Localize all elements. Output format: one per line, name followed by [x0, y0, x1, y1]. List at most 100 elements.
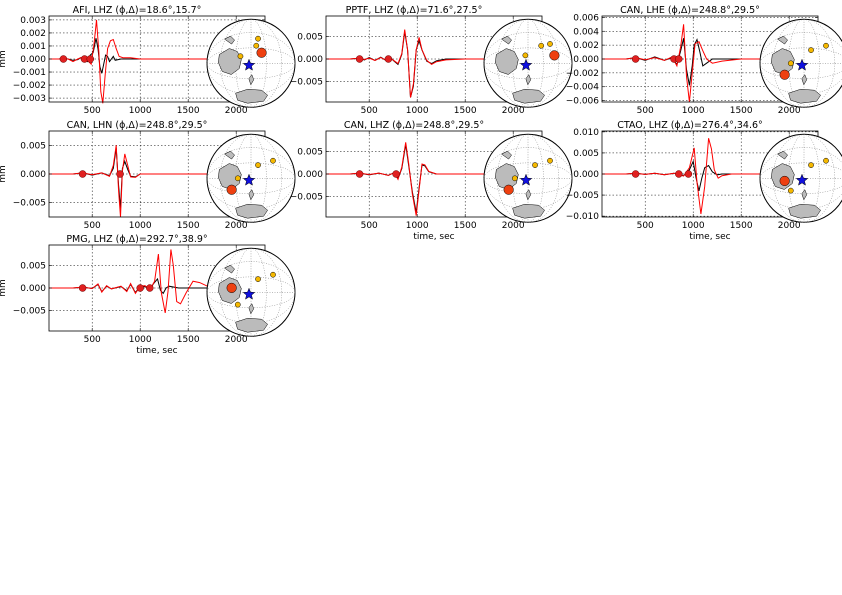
x-tick-label: 2000 — [225, 106, 248, 116]
x-tick-label: 1000 — [129, 106, 152, 116]
landmass-newzealand — [801, 189, 808, 201]
x-tick-label: 2000 — [225, 335, 248, 345]
globe-meridian — [235, 248, 267, 337]
x-tick-label: 1500 — [177, 106, 200, 116]
panel-title: CAN, LHZ (ϕ,Δ)=248.8°,29.5° — [344, 120, 484, 131]
landmass-antarctica — [512, 203, 545, 219]
phase-marker — [86, 55, 95, 63]
waveform-panel: 500 1000 1500 2000 −0.005 0.000 0.005 CAN, LHN … — [0, 120, 296, 231]
epicenter-star-icon — [519, 58, 533, 71]
x-tick-label: 1000 — [129, 221, 152, 231]
y-tick-label: 0.000 — [573, 55, 599, 65]
station-dot — [787, 187, 794, 194]
landmass-antarctica — [788, 203, 821, 219]
landmass-antarctica — [235, 203, 268, 219]
target-station — [549, 50, 560, 61]
phase-marker — [78, 284, 87, 292]
globe-inset — [759, 18, 842, 108]
y-tick-label: 0.005 — [20, 261, 46, 271]
x-tick-label: 1500 — [177, 335, 200, 345]
globe-inset — [483, 18, 573, 108]
landmass-antarctica — [235, 88, 268, 104]
y-tick-label: 0.006 — [573, 13, 599, 23]
landmass-newzealand — [801, 74, 808, 86]
globe-inset — [759, 133, 842, 223]
landmass-island — [501, 35, 512, 45]
y-tick-label: −0.005 — [13, 199, 46, 209]
y-tick-label: 0.010 — [573, 128, 599, 138]
landmass-island — [224, 264, 235, 274]
waveform-line — [326, 29, 514, 98]
x-tick-label: 2000 — [778, 221, 801, 231]
panel-title: PPTF, LHZ (ϕ,Δ)=71.6°,27.5° — [346, 5, 483, 16]
x-tick-label: 1000 — [406, 106, 429, 116]
landmass-island — [224, 150, 235, 160]
x-tick-label: 2000 — [225, 221, 248, 231]
x-tick-label: 500 — [84, 106, 101, 116]
x-axis-label: time, sec — [413, 232, 454, 242]
landmass-island — [501, 150, 512, 160]
panel-title: CTAO, LHZ (ϕ,Δ)=276.4°,34.6° — [617, 120, 763, 131]
waveform-line — [49, 19, 237, 104]
station-dot — [823, 42, 829, 49]
phase-marker — [675, 170, 683, 178]
y-tick-label: −0.005 — [290, 193, 323, 203]
globe-inset — [206, 18, 296, 108]
phase-marker — [631, 55, 640, 63]
waveform-panel: 500 1000 1500 2000 −0.010 −0.005 0.000 0.005 0.0… — [566, 120, 842, 242]
y-tick-label: −0.003 — [13, 94, 46, 104]
landmass-newzealand — [525, 74, 532, 86]
x-tick-label: 500 — [84, 221, 101, 231]
x-tick-label: 1000 — [406, 221, 429, 231]
x-tick-label: 1000 — [682, 106, 705, 116]
y-tick-label: 0.002 — [20, 29, 46, 39]
target-station — [226, 184, 237, 195]
y-tick-label: −0.002 — [13, 81, 46, 91]
y-tick-label: 0.000 — [297, 170, 323, 180]
landmass-island — [224, 35, 235, 45]
phase-marker — [675, 55, 683, 63]
phase-marker — [631, 170, 640, 178]
y-tick-label: 0.002 — [573, 41, 599, 51]
waveform-line — [602, 138, 790, 215]
waveform-panel: 500 1000 1500 2000 −0.006 −0.004 −0.002 0.000 0.… — [566, 5, 842, 116]
waveform-panel: 500 1000 1500 2000 −0.003 −0.002 −0.001 0.000 0.… — [0, 5, 296, 116]
y-tick-label: 0.005 — [20, 141, 46, 151]
station-dot — [538, 42, 545, 49]
epicenter-star-icon — [795, 173, 809, 186]
x-tick-label: 2000 — [502, 106, 525, 116]
landmass-australia — [495, 48, 519, 75]
panel-title: CAN, LHN (ϕ,Δ)=248.8°,29.5° — [67, 120, 208, 131]
phase-marker — [355, 170, 364, 178]
x-tick-label: 500 — [637, 221, 654, 231]
station-dot — [255, 162, 261, 168]
x-tick-label: 1500 — [454, 221, 477, 231]
landmass-island — [777, 150, 788, 160]
globe-parallel — [759, 162, 842, 194]
y-tick-label: −0.010 — [566, 212, 600, 222]
landmass-newzealand — [248, 74, 255, 86]
y-tick-label: 0.000 — [20, 55, 46, 65]
y-tick-label: 0.000 — [20, 170, 46, 180]
station-dot — [234, 175, 241, 182]
landmass-newzealand — [248, 189, 255, 201]
y-tick-label: −0.002 — [566, 69, 599, 79]
target-station — [256, 47, 267, 58]
waveform-panel: 500 1000 1500 2000 −0.005 0.000 0.005 PMG, LHZ … — [0, 234, 296, 356]
x-tick-label: 2000 — [502, 221, 525, 231]
phase-marker — [384, 55, 393, 63]
phase-marker — [355, 55, 364, 63]
station-dot — [511, 175, 518, 182]
x-axis-label: time, sec — [689, 232, 730, 242]
station-dot — [255, 276, 261, 282]
waveform-panel: 500 1000 1500 2000 −0.005 0.000 0.005 PPTF, LHZ… — [290, 5, 573, 116]
epicenter-star-icon — [795, 58, 809, 71]
y-tick-label: 0.000 — [297, 55, 323, 65]
x-tick-label: 500 — [84, 335, 101, 345]
y-tick-label: 0.001 — [20, 42, 46, 52]
x-tick-label: 2000 — [778, 106, 801, 116]
x-tick-label: 1000 — [682, 221, 705, 231]
y-tick-label: −0.006 — [566, 97, 600, 107]
epicenter-star-icon — [242, 287, 256, 300]
